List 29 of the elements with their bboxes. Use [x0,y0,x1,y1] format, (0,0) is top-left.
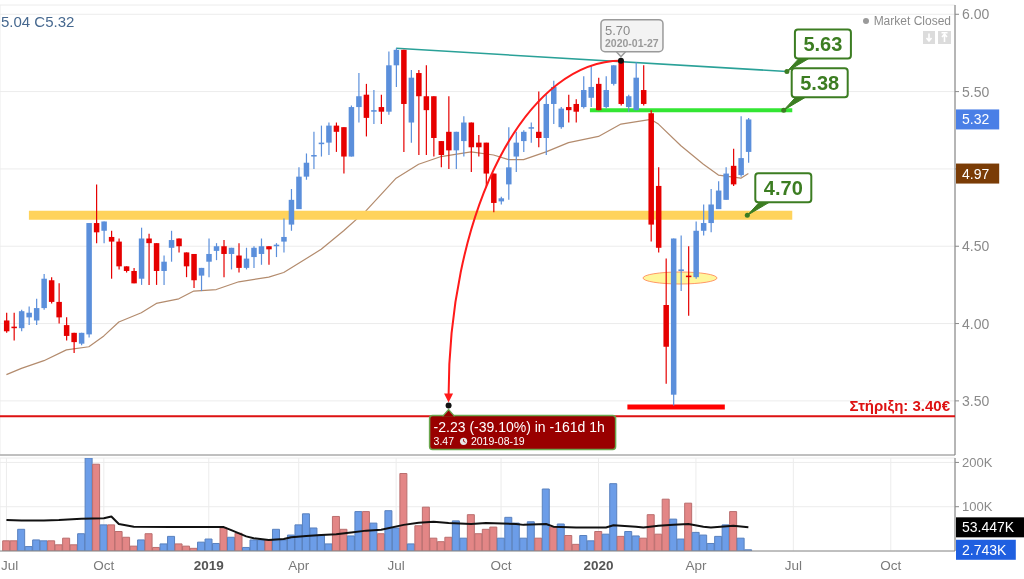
x-tick-label: 2020 [583,558,614,573]
y-tick-label: 3.50 [962,392,990,409]
x-tick-label: Oct [880,558,902,573]
text: 2.743K [962,541,1008,558]
annotation: 4.97 [962,165,990,182]
x-tick-label: 2019 [193,558,224,573]
annotation: 5.63 [803,32,843,55]
y-tick-label: 5.50 [962,83,990,100]
y-tick-label: 4.00 [962,315,990,332]
y-tick-label: 100K [962,499,993,515]
x-tick-label: Apr [288,558,310,573]
annotation: 5.32 [962,111,990,128]
annotation: 5.04 C5.32 [1,13,75,30]
x-tick-label: Oct [93,558,115,573]
annotation: -2.23 (-39.10%) in -161d 1h 3.47 2019-08-19 [433,418,605,448]
annotation: 5.38 [800,71,840,94]
y-tick-label: 200K [962,455,993,471]
y-tick-label: 6.00 [962,6,990,23]
x-tick-label: Jul [387,558,405,573]
y-tick-label: 4.50 [962,238,990,255]
text: 53.447K [962,519,1015,536]
annotation: Market Closed [873,14,951,28]
ref-line-label: Στήριξη: 3.40€ [849,397,951,415]
x-tick-label: Jul [784,558,802,573]
annotation: 4.70 [763,176,803,199]
x-tick-label: Jul [1,558,19,573]
x-tick-label: Apr [685,558,707,573]
x-tick-label: Oct [490,558,512,573]
annotation: 5.70 2020-01-27 [604,22,659,49]
